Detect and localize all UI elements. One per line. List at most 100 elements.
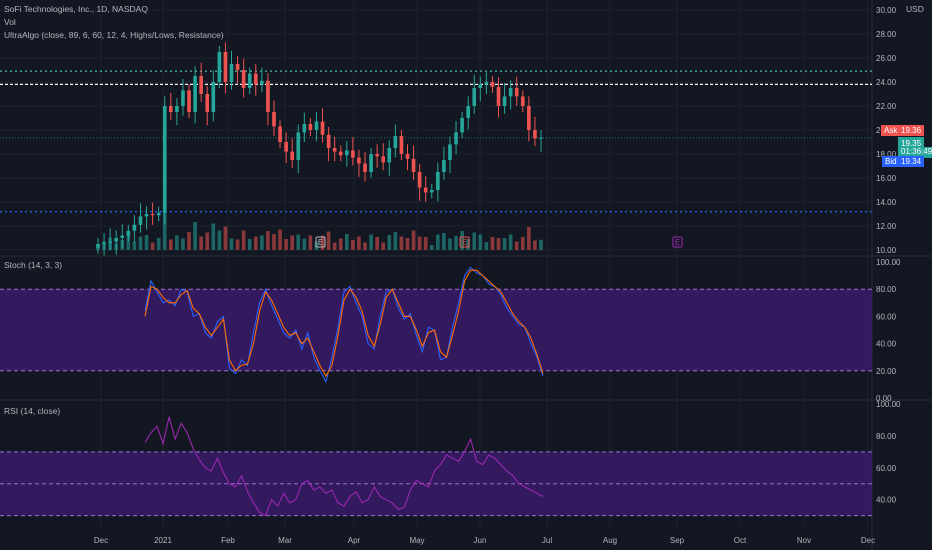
rsi-pane bbox=[0, 416, 872, 517]
stoch-tick-label: 80.00 bbox=[876, 285, 897, 294]
volume-bar bbox=[326, 231, 331, 250]
price-tick-label: 28.00 bbox=[876, 30, 897, 39]
candle-body bbox=[466, 106, 470, 118]
rsi-tick-label: 80.00 bbox=[876, 432, 897, 441]
x-tick-label: Dec bbox=[861, 536, 875, 545]
candle-body bbox=[448, 144, 452, 160]
candle-body bbox=[260, 80, 264, 85]
volume-bar bbox=[520, 237, 525, 250]
stoch-pane bbox=[0, 266, 872, 384]
volume-bar bbox=[181, 238, 185, 250]
volume-bar bbox=[472, 232, 477, 250]
volume-bar bbox=[114, 243, 119, 250]
volume-bar bbox=[108, 237, 112, 250]
volume-bar bbox=[411, 230, 416, 250]
stoch-tick-label: 100.00 bbox=[876, 258, 901, 267]
candle-body bbox=[126, 230, 131, 236]
volume-bar bbox=[144, 235, 149, 250]
volume-bar bbox=[363, 242, 367, 250]
volume-bar bbox=[156, 238, 161, 250]
volume-bar bbox=[102, 241, 106, 250]
candle-body bbox=[326, 134, 331, 148]
candle-body bbox=[454, 132, 458, 145]
x-tick-label: Apr bbox=[348, 536, 361, 545]
volume-bar bbox=[429, 245, 434, 250]
stoch-line-d bbox=[144, 269, 544, 378]
volume-bar bbox=[514, 241, 519, 250]
candle-body bbox=[429, 190, 434, 193]
candle-body bbox=[417, 172, 422, 188]
volume-bar bbox=[308, 235, 313, 250]
candle-body bbox=[381, 156, 386, 163]
x-tick-label: May bbox=[409, 536, 424, 545]
stoch-tick-label: 60.00 bbox=[876, 312, 897, 321]
volume-bar bbox=[169, 239, 173, 250]
candle-body bbox=[217, 52, 222, 82]
price-tick-label: 24.00 bbox=[876, 78, 897, 87]
volume-bar bbox=[533, 240, 537, 250]
candle-body bbox=[320, 121, 325, 135]
x-tick-label: 2021 bbox=[154, 536, 172, 545]
candle-body bbox=[332, 148, 337, 152]
volume-bar bbox=[448, 238, 452, 250]
volume-bar bbox=[120, 240, 125, 250]
candle-body bbox=[399, 136, 404, 154]
volume-bar bbox=[351, 240, 355, 250]
volume-bar bbox=[460, 231, 464, 250]
volume-bar bbox=[162, 201, 167, 250]
volume-bar bbox=[132, 241, 137, 250]
candle-body bbox=[308, 124, 313, 130]
candle-body bbox=[460, 118, 464, 133]
volume-bar bbox=[175, 235, 179, 250]
volume-bar bbox=[223, 226, 228, 250]
x-tick-label: Jun bbox=[474, 536, 487, 545]
rsi-line bbox=[144, 416, 544, 517]
volume-bar bbox=[502, 238, 507, 250]
x-tick-label: Oct bbox=[734, 536, 747, 545]
candle-body bbox=[138, 216, 143, 225]
volume-bar bbox=[442, 233, 446, 250]
earnings-marker: E bbox=[318, 238, 323, 247]
candle-body bbox=[144, 214, 149, 217]
volume-bar bbox=[423, 237, 428, 250]
volume-bar bbox=[484, 242, 489, 250]
volume-bar bbox=[436, 234, 440, 250]
stoch-label: Stoch (14, 3, 3) bbox=[4, 260, 63, 270]
candle-body bbox=[272, 112, 276, 127]
candle-body bbox=[211, 82, 216, 112]
candle-body bbox=[344, 150, 349, 156]
candle-body bbox=[490, 82, 495, 87]
volume-bar bbox=[478, 234, 483, 250]
candle-body bbox=[527, 106, 531, 130]
volume-bar bbox=[126, 235, 131, 250]
candle-body bbox=[520, 96, 525, 106]
candle-body bbox=[338, 151, 343, 156]
volume-bar bbox=[217, 230, 222, 250]
candle-body bbox=[387, 148, 392, 163]
volume-bar bbox=[290, 235, 295, 250]
volume-bar bbox=[466, 239, 470, 250]
candle-body bbox=[351, 150, 355, 158]
price-tick-label: 26.00 bbox=[876, 54, 897, 63]
volume-bar bbox=[96, 244, 100, 250]
ask-label: Ask bbox=[881, 125, 901, 136]
earnings-marker-box bbox=[459, 236, 470, 248]
candle-body bbox=[296, 132, 301, 160]
price-tick-label: 10.00 bbox=[876, 246, 897, 255]
volume-bar bbox=[393, 232, 398, 250]
volume-bar bbox=[332, 242, 337, 250]
price-tick-label: 22.00 bbox=[876, 102, 897, 111]
volume-bar bbox=[284, 239, 288, 250]
volume-bar bbox=[296, 234, 301, 250]
candle-body bbox=[205, 94, 210, 112]
bid-label: Bid bbox=[882, 156, 900, 167]
volume-bar bbox=[496, 238, 501, 250]
x-tick-label: Sep bbox=[670, 536, 685, 545]
price-tick-label: 12.00 bbox=[876, 222, 897, 231]
candle-body bbox=[472, 88, 477, 106]
candle-body bbox=[393, 136, 398, 148]
candle-body bbox=[187, 90, 191, 112]
stoch-tick-label: 40.00 bbox=[876, 340, 897, 349]
